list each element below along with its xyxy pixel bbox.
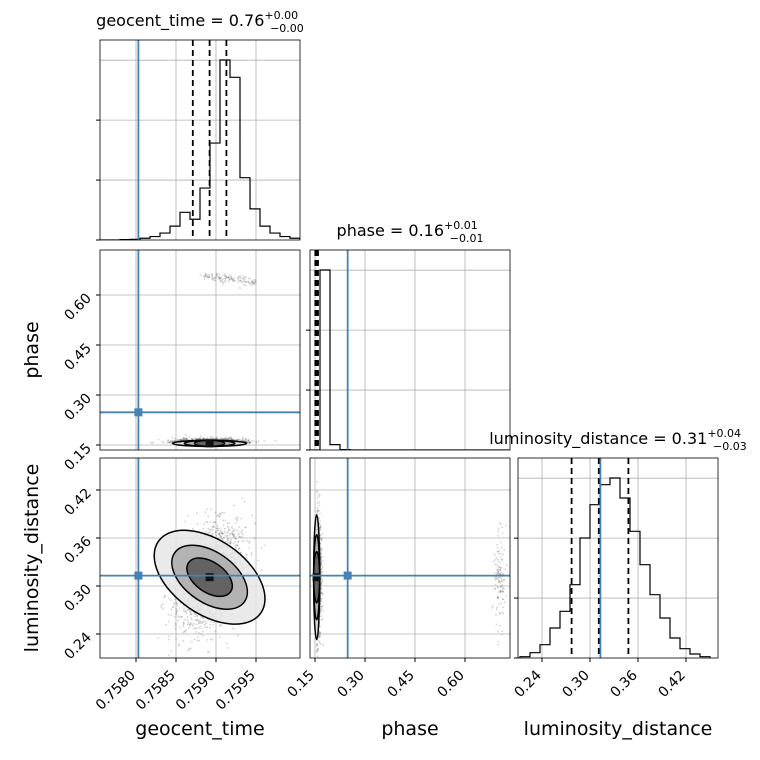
x-tick-label: 0.7590 bbox=[173, 668, 219, 714]
panel-title: geocent_time = 0.76+0.00 −0.00 bbox=[96, 9, 304, 35]
y-tick-label: 0.30 bbox=[61, 582, 94, 615]
hist-panel-geocent-time: geocent_time = 0.76+0.00 −0.00 bbox=[96, 9, 304, 241]
scatter-frame bbox=[99, 457, 301, 659]
y-tick-label: 0.60 bbox=[61, 291, 94, 324]
x-tick-label: 0.36 bbox=[607, 667, 640, 700]
truth-marker bbox=[134, 571, 143, 580]
density-peak bbox=[205, 439, 214, 448]
y-tick-label: 0.45 bbox=[61, 341, 94, 374]
scatter-points bbox=[312, 480, 508, 658]
y-axis-label: phase bbox=[21, 321, 43, 378]
x-tick-label: 0.30 bbox=[559, 668, 592, 701]
x-tick-label: 0.7585 bbox=[133, 668, 179, 714]
x-axis-label: geocent_time bbox=[135, 718, 264, 740]
scatter-frame bbox=[99, 249, 301, 451]
hist-panel-phase: phase = 0.16+0.01 −0.01 bbox=[306, 219, 510, 451]
x-tick-label: 0.30 bbox=[334, 668, 367, 701]
scatter-points bbox=[149, 272, 277, 448]
truth-marker bbox=[343, 571, 352, 580]
scatter-panel-geocent-time-vs-phase: 0.15 0.30 0.45 0.60 bbox=[61, 250, 300, 474]
y-tick-label: 0.30 bbox=[61, 391, 94, 424]
y-tick-label: 0.24 bbox=[61, 629, 94, 662]
x-axis-label: phase bbox=[381, 718, 438, 740]
scatter-points bbox=[153, 497, 266, 657]
x-tick-label: 0.7595 bbox=[213, 668, 259, 714]
x-tick-label: 0.45 bbox=[384, 668, 417, 701]
density-peak bbox=[205, 573, 214, 582]
x-tick-label: 0.24 bbox=[511, 667, 544, 700]
y-tick-label: 0.15 bbox=[61, 441, 94, 474]
scatter-panel-phase-vs-luminosity-distance: 0.15 0.30 0.45 0.60 bbox=[284, 458, 510, 701]
panel-title: phase = 0.16+0.01 −0.01 bbox=[337, 219, 484, 245]
y-tick-label: 0.36 bbox=[61, 533, 94, 566]
histogram-step bbox=[518, 477, 711, 658]
histogram-step bbox=[100, 59, 300, 240]
hist-frame bbox=[517, 457, 719, 659]
hist-frame bbox=[309, 249, 511, 451]
y-tick-label: 0.42 bbox=[61, 486, 94, 519]
panel-title: luminosity_distance = 0.31+0.04 −0.03 bbox=[489, 427, 747, 453]
truth-marker bbox=[134, 408, 143, 417]
scatter-frame bbox=[309, 457, 511, 659]
y-axis-label: luminosity_distance bbox=[21, 464, 43, 653]
hist-panel-luminosity-distance: luminosity_distance = 0.31+0.04 −0.03 0.24… bbox=[489, 427, 747, 701]
x-tick-label: 0.60 bbox=[434, 668, 467, 701]
x-tick-label: 0.7580 bbox=[93, 668, 139, 714]
x-tick-label: 0.15 bbox=[284, 668, 317, 701]
density-peak bbox=[312, 573, 321, 582]
histogram-step bbox=[310, 269, 510, 450]
hist-frame bbox=[99, 39, 301, 241]
x-tick-label: 0.42 bbox=[655, 668, 688, 701]
x-axis-label: luminosity_distance bbox=[524, 718, 713, 740]
